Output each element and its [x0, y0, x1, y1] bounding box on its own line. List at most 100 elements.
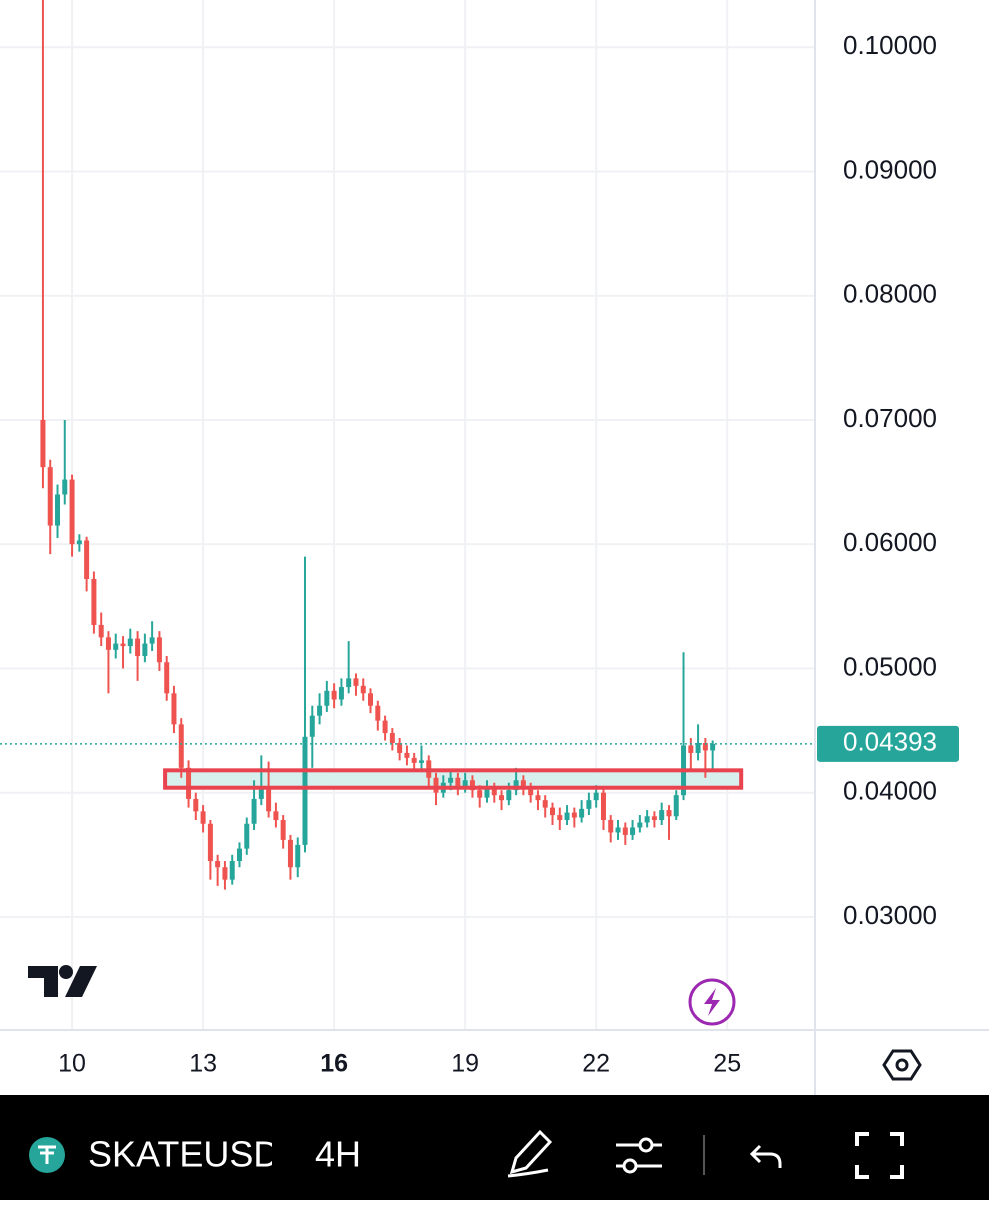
- candle-body: [615, 827, 621, 833]
- undo-button[interactable]: [749, 1144, 782, 1168]
- candle-body: [630, 827, 636, 835]
- candle-body: [186, 767, 192, 799]
- candle-body: [287, 839, 293, 868]
- last-price-badge: [817, 725, 959, 762]
- candle-body: [55, 494, 61, 526]
- candle-body: [448, 777, 454, 783]
- candle-body: [309, 715, 315, 737]
- x-tick-label: 16: [320, 1050, 348, 1078]
- candle-body: [600, 792, 606, 821]
- settings-button[interactable]: [882, 1049, 922, 1081]
- candle-body: [433, 777, 439, 793]
- candle-body: [688, 745, 694, 753]
- candle-body: [513, 780, 519, 791]
- candle-body: [462, 780, 468, 787]
- toolbar: [0, 1095, 989, 1200]
- candle-body: [491, 787, 497, 796]
- candle-body: [207, 823, 213, 862]
- candle-body: [200, 811, 206, 824]
- candle-body: [266, 786, 272, 812]
- candle-body: [368, 693, 374, 706]
- candle-body: [673, 795, 679, 817]
- candle-body: [127, 638, 133, 647]
- candle-body: [302, 736, 308, 845]
- candle-body: [149, 637, 155, 644]
- x-tick-label: 25: [713, 1050, 741, 1078]
- candle-body: [542, 800, 548, 808]
- candle-body: [557, 815, 563, 821]
- candle-body: [62, 479, 68, 495]
- fullscreen-button[interactable]: [855, 1132, 904, 1179]
- y-tick-label: 0.10000: [843, 30, 937, 60]
- candle-body: [76, 540, 82, 545]
- candle-body: [251, 798, 257, 824]
- candle-body: [397, 742, 403, 753]
- y-tick-label: 0.03000: [843, 900, 937, 930]
- candle-body: [178, 724, 184, 768]
- candle-body: [564, 812, 570, 821]
- candle-body: [324, 690, 330, 706]
- candle-body: [120, 643, 126, 647]
- candle-body: [164, 662, 170, 694]
- lightning-button[interactable]: [688, 978, 736, 1026]
- zone-fill: [165, 770, 742, 788]
- candle-body: [346, 678, 352, 688]
- candle-body: [477, 790, 483, 798]
- indicators-button[interactable]: [616, 1137, 662, 1174]
- candle-body: [171, 693, 177, 725]
- candle-body: [608, 820, 614, 833]
- candle-body: [113, 643, 119, 650]
- candle-body: [579, 808, 585, 818]
- candle-body: [360, 685, 366, 694]
- candle-body: [535, 795, 541, 801]
- candle-body: [331, 690, 337, 700]
- candle-body: [91, 578, 97, 625]
- candle-body: [317, 705, 323, 716]
- candle-body: [193, 798, 199, 812]
- candle-body: [520, 780, 526, 788]
- candle-body: [244, 823, 250, 849]
- candle-body: [338, 687, 344, 700]
- candle-body: [47, 467, 53, 526]
- symbol-icon[interactable]: [29, 1137, 65, 1173]
- candle-body: [142, 643, 148, 657]
- candle-body: [69, 479, 75, 545]
- y-tick-label: 0.06000: [843, 527, 937, 557]
- candle-body: [280, 820, 286, 840]
- candle-body: [710, 743, 716, 751]
- candle-body: [702, 742, 708, 751]
- interval[interactable]: 4H: [315, 1134, 361, 1175]
- candle-body: [404, 752, 410, 758]
- axes: 0.03000 0.04000 0.05000 0.06000 0.07000 0.080…: [58, 30, 959, 1078]
- candle-body: [484, 787, 490, 798]
- grid: [0, 0, 815, 1030]
- y-tick-label: 0.07000: [843, 403, 937, 433]
- candle-body: [382, 720, 388, 734]
- candle-body: [273, 811, 279, 821]
- zone-outline: [163, 768, 744, 790]
- candle-body: [389, 733, 395, 743]
- candle-body: [528, 787, 534, 796]
- candle-body: [644, 816, 650, 823]
- candle-body: [637, 822, 643, 828]
- candle-body: [215, 861, 221, 868]
- candle-body: [258, 786, 264, 799]
- candle-body: [40, 419, 46, 468]
- candle-body: [506, 790, 512, 801]
- candle-body: [418, 760, 424, 763]
- symbol[interactable]: SKATEUSD: [88, 1134, 279, 1175]
- candle-body: [593, 792, 599, 801]
- candle-body: [659, 810, 665, 821]
- x-tick-label: 10: [58, 1050, 86, 1078]
- x-tick-label: 19: [451, 1050, 479, 1078]
- last-price-label: 0.04393: [843, 727, 937, 757]
- y-tick-label: 0.04000: [843, 776, 937, 806]
- candle-body: [666, 810, 672, 817]
- candle-body: [222, 867, 228, 880]
- candle-body: [469, 780, 475, 791]
- candle-body: [622, 827, 628, 835]
- candle-body: [98, 624, 104, 638]
- draw-button[interactable]: [507, 1129, 553, 1178]
